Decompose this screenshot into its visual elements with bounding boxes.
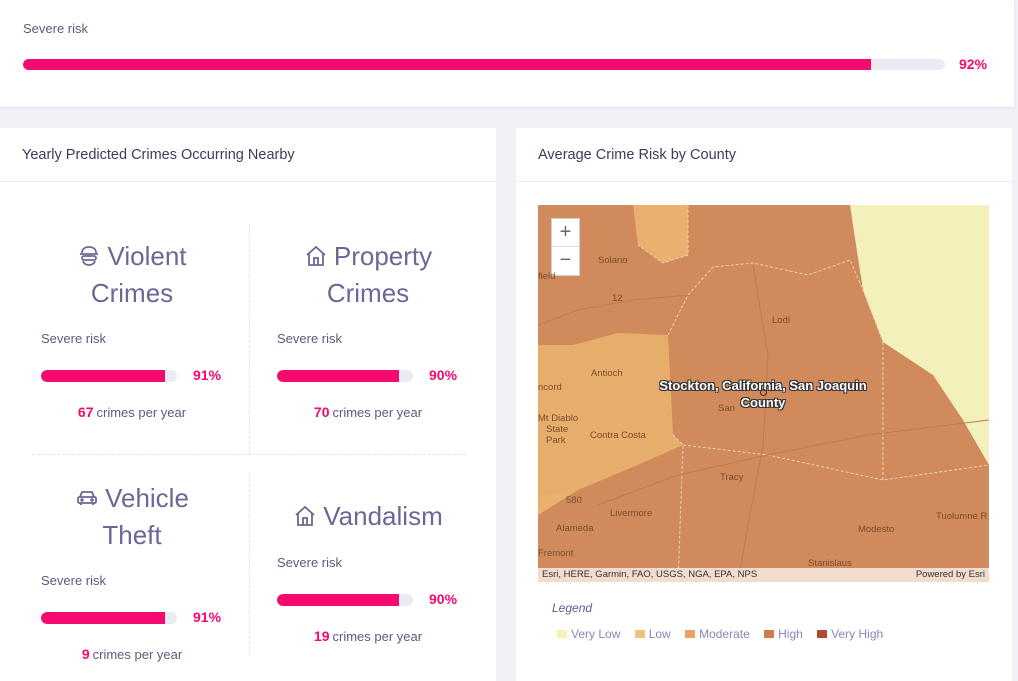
legend-item: High [764,627,803,641]
place-label: Livermore [610,508,653,519]
zoom-out-button[interactable]: − [559,249,572,271]
location-pin [760,389,767,396]
yearly-crimes-title: Yearly Predicted Crimes Occurring Nearby [22,147,295,163]
vehicle-theft-title: Vehicle Theft [32,480,232,554]
risk-bar [41,612,177,624]
place-label: Modesto [858,524,895,535]
vandalism-title: Vandalism [268,498,468,535]
car-icon [75,483,99,507]
map-legend: Very Low Low Moderate High Very High [557,627,894,641]
place-label: Stanislaus [808,558,852,569]
crime-count: 70 crimes per year [313,404,423,420]
risk-label: Severe risk [41,573,107,588]
house-icon [304,241,328,266]
place-label: ncord [538,382,562,393]
legend-item: Low [634,627,671,641]
place-label: 580 [566,495,582,506]
risk-percent: 90% [429,591,458,607]
legend-swatch [634,630,645,638]
violent-crimes-title: Violent Crimes [32,238,232,312]
overall-risk-card: Severe risk 92% [0,0,1014,107]
risk-label: Severe risk [277,331,343,346]
risk-bar-fill [277,594,400,606]
county-risk-map[interactable]: + − Solano field 12 Lodi Antioch ncord M… [538,205,989,582]
legend-swatch [685,630,696,638]
place-label: State [546,424,569,435]
grid-divider [32,454,466,455]
legend-item: Very Low [557,627,620,641]
place-label: Mt Diablo [538,413,579,424]
location-label: Stockton, California, San Joaquin County [659,378,867,410]
card-divider [0,181,496,182]
legend-swatch [764,630,775,638]
risk-percent: 90% [429,367,458,383]
place-label: Lodi [772,315,790,326]
grid-divider [249,224,250,454]
zoom-control: + − [551,218,580,276]
crime-count: 9 crimes per year [81,646,183,662]
risk-bar [277,370,413,382]
place-label: Park [546,435,566,446]
place-label: Alameda [556,523,594,534]
robber-icon [77,241,101,266]
map-attribution: Esri, HERE, Garmin, FAO, USGS, NGA, EPA,… [538,568,989,582]
place-label: Tracy [720,472,744,483]
risk-bar-fill [41,370,165,382]
property-crimes-title: Property Crimes [268,238,468,312]
risk-bar [41,370,177,382]
county-risk-card: Average Crime Risk by County + − [516,128,1012,681]
legend-item: Very High [817,627,883,641]
legend-title: Legend [552,601,593,615]
legend-item: Moderate [685,627,750,641]
crime-grid: Violent Crimes Severe risk 91% 67 crimes … [32,224,468,662]
risk-label: Severe risk [277,555,343,570]
risk-bar-fill [41,612,165,624]
zoom-in-button[interactable]: + [552,219,579,247]
house-icon [293,501,317,526]
place-label: San [718,403,735,414]
place-label: 12 [612,293,623,304]
overall-risk-label: Severe risk [23,21,89,36]
risk-percent: 91% [193,609,222,625]
risk-label: Severe risk [41,331,107,346]
legend-swatch [817,630,828,638]
crime-count: 67 crimes per year [77,404,187,420]
county-risk-title: Average Crime Risk by County [538,147,736,163]
yearly-crimes-card: Yearly Predicted Crimes Occurring Nearby… [0,128,496,681]
risk-percent: 91% [193,367,222,383]
legend-swatch [557,630,567,638]
grid-divider [249,474,250,654]
place-label: field [538,271,556,282]
overall-risk-bar-fill [23,59,872,70]
place-label: Tuolumne R [936,511,988,522]
overall-risk-percent: 92% [959,56,988,72]
risk-bar-fill [277,370,400,382]
risk-bar [277,594,413,606]
place-label: Solano [598,255,628,266]
crime-count: 19 crimes per year [313,628,423,644]
overall-risk-bar [23,59,945,70]
place-label: Fremont [538,548,574,559]
powered-by-link[interactable]: Powered by Esri [915,569,985,580]
place-label: Contra Costa [590,430,646,441]
place-label: Antioch [591,368,623,379]
card-divider [516,181,1012,182]
